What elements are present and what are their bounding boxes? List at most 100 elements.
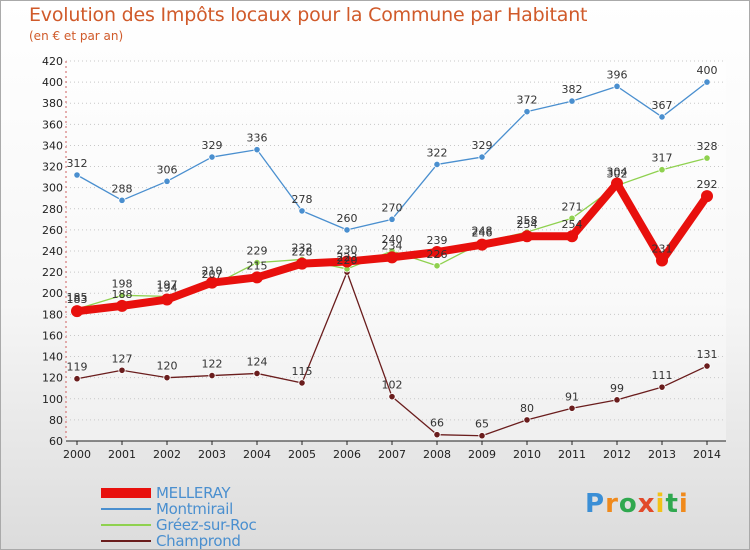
data-point-montmirail — [118, 196, 126, 204]
data-point-montmirail — [343, 226, 351, 234]
data-label-montmirail: 400 — [697, 64, 718, 77]
data-label-montmirail: 322 — [427, 146, 448, 159]
data-point-champrond — [478, 432, 486, 440]
data-label-greez-sur-roc: 271 — [562, 200, 583, 213]
data-point-champrond — [298, 379, 306, 387]
data-label-melleray: 194 — [157, 282, 178, 295]
data-label-montmirail: 288 — [112, 182, 133, 195]
y-tick-label: 120 — [42, 372, 63, 385]
data-label-greez-sur-roc: 240 — [382, 233, 403, 246]
data-label-montmirail: 270 — [382, 201, 403, 214]
legend-swatch-montmirail — [101, 508, 151, 510]
data-point-melleray — [251, 271, 263, 284]
data-label-melleray: 210 — [202, 265, 223, 278]
data-label-champrond: 131 — [697, 348, 718, 361]
y-tick-label: 340 — [42, 139, 63, 152]
series-melleray — [71, 177, 713, 318]
data-label-montmirail: 372 — [517, 94, 538, 107]
data-label-greez-sur-roc: 302 — [607, 168, 628, 181]
data-label-champrond: 124 — [247, 355, 268, 368]
data-point-champrond — [658, 383, 666, 391]
data-point-greez-sur-roc — [433, 262, 441, 270]
proxiti-logo: Proxiti — [585, 489, 689, 519]
data-point-melleray — [296, 257, 308, 270]
data-point-montmirail — [208, 153, 216, 161]
y-tick-label: 400 — [42, 76, 63, 89]
data-label-melleray: 215 — [247, 259, 268, 272]
data-point-champrond — [613, 396, 621, 404]
data-label-greez-sur-roc: 223 — [337, 251, 358, 264]
data-point-montmirail — [703, 78, 711, 86]
data-label-montmirail: 312 — [67, 157, 88, 170]
x-tick-label: 2009 — [468, 448, 496, 461]
y-tick-label: 200 — [42, 287, 63, 300]
x-tick-label: 2004 — [243, 448, 271, 461]
data-label-montmirail: 367 — [652, 99, 673, 112]
data-label-champrond: 220 — [337, 254, 358, 267]
x-tick-label: 2011 — [558, 448, 586, 461]
y-tick-label: 260 — [42, 224, 63, 237]
y-tick-label: 360 — [42, 118, 63, 131]
data-label-melleray: 234 — [382, 239, 403, 252]
y-tick-label: 80 — [49, 414, 63, 427]
data-point-greez-sur-roc — [118, 291, 126, 299]
data-label-montmirail: 336 — [247, 132, 268, 145]
x-tick-label: 2001 — [108, 448, 136, 461]
y-tick-label: 420 — [42, 55, 63, 68]
data-label-greez-sur-roc: 226 — [427, 248, 448, 261]
data-label-montmirail: 329 — [472, 139, 493, 152]
data-label-champrond: 122 — [202, 358, 223, 371]
x-tick-label: 2010 — [513, 448, 541, 461]
data-label-melleray: 188 — [112, 288, 133, 301]
x-tick-label: 2003 — [198, 448, 226, 461]
y-tick-label: 280 — [42, 203, 63, 216]
data-point-melleray — [701, 190, 713, 203]
data-point-champrond — [388, 393, 396, 401]
data-label-montmirail: 382 — [562, 83, 583, 96]
data-label-champrond: 115 — [292, 365, 313, 378]
data-label-melleray: 292 — [697, 178, 718, 191]
data-point-montmirail — [478, 153, 486, 161]
x-tick-label: 2005 — [288, 448, 316, 461]
y-tick-label: 320 — [42, 161, 63, 174]
data-point-greez-sur-roc — [568, 214, 576, 222]
data-point-montmirail — [388, 215, 396, 223]
data-label-greez-sur-roc: 198 — [112, 277, 133, 290]
data-point-champrond — [253, 369, 261, 378]
y-tick-label: 300 — [42, 182, 63, 195]
data-point-montmirail — [613, 82, 621, 90]
data-label-melleray: 239 — [427, 234, 448, 247]
data-label-melleray: 230 — [337, 244, 358, 257]
data-label-greez-sur-roc: 185 — [67, 291, 88, 304]
data-point-montmirail — [253, 146, 261, 154]
y-tick-label: 100 — [42, 393, 63, 406]
data-point-montmirail — [163, 177, 171, 185]
data-point-greez-sur-roc — [253, 259, 261, 267]
legend-label-champrond: Champrond — [156, 532, 241, 550]
data-point-champrond — [208, 371, 216, 380]
x-tick-label: 2013 — [648, 448, 676, 461]
y-tick-label: 140 — [42, 351, 63, 364]
data-point-greez-sur-roc — [703, 154, 711, 162]
data-label-greez-sur-roc: 207 — [202, 268, 223, 281]
data-point-montmirail — [523, 108, 531, 116]
data-label-greez-sur-roc: 317 — [652, 152, 673, 165]
data-point-melleray — [566, 230, 578, 243]
data-label-montmirail: 278 — [292, 193, 313, 206]
chart-title: Evolution des Impôts locaux pour la Comm… — [29, 4, 588, 26]
data-label-montmirail: 396 — [607, 68, 628, 81]
data-label-greez-sur-roc: 258 — [517, 214, 538, 227]
data-point-melleray — [476, 238, 488, 251]
legend-swatch-melleray — [101, 488, 151, 498]
data-point-greez-sur-roc — [658, 166, 666, 174]
data-label-greez-sur-roc: 197 — [157, 278, 178, 291]
data-label-greez-sur-roc: 232 — [292, 241, 313, 254]
x-tick-label: 2014 — [693, 448, 721, 461]
data-label-montmirail: 260 — [337, 212, 358, 225]
x-tick-label: 2002 — [153, 448, 181, 461]
data-point-melleray — [431, 246, 443, 259]
x-tick-label: 2000 — [63, 448, 91, 461]
x-tick-label: 2006 — [333, 448, 361, 461]
